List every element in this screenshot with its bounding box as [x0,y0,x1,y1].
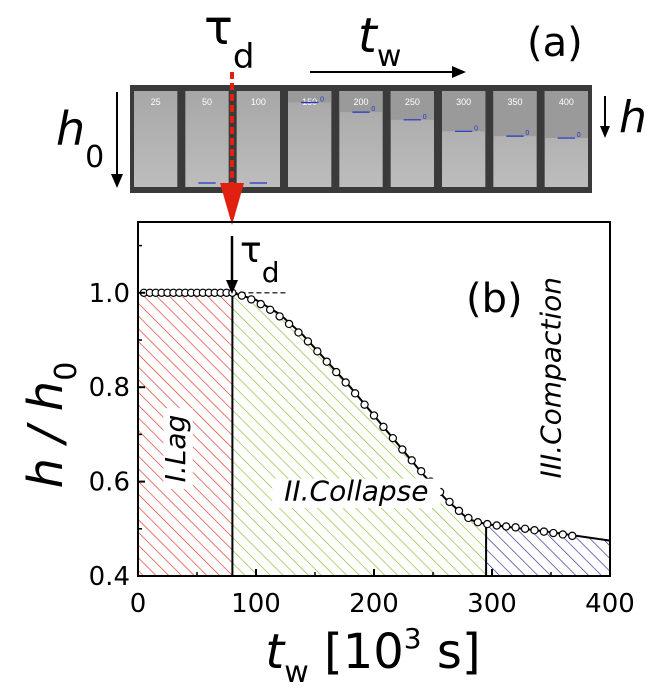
region-label-3: III.Compaction [534,271,569,484]
region-label-text: III.Compaction [534,277,567,479]
x-tick-label: 200 [349,589,399,619]
data-point [360,400,369,409]
data-point [407,456,416,465]
data-point [520,524,530,534]
x-tick-label: 400 [585,589,635,619]
data-point [568,531,577,541]
y-tick-label: 0.8 [89,373,130,403]
data-point [539,527,549,536]
height-marker-label: 0 [525,130,529,137]
height-marker-label: 0 [423,114,427,121]
data-point [511,523,520,532]
region-label-bg [538,271,569,484]
region-labels: I.Lag II.Collapse III.Compaction [159,271,569,509]
panel-b: 0 100 200 300 400 0.4 0.6 0.8 1.0 I.Lag II.Colla… [18,221,635,690]
x-ticks: 0 100 200 300 400 [130,569,635,619]
data-point [332,367,341,377]
data-point [417,467,426,476]
data-point [265,305,275,314]
data-point [247,295,256,304]
h-arrow-head [600,126,610,138]
data-point [322,357,331,366]
data-point [313,347,322,356]
frame-time-label: 400 [559,97,574,107]
data-point [284,319,294,329]
frame-time-label: 300 [456,97,471,107]
data-point [558,530,568,539]
region-label-1: I.Lag [159,408,193,489]
region-label-bg [163,408,193,489]
x-axis-title: tw [103 s] [265,622,480,690]
supernatant-zone [442,91,486,132]
height-marker-label: 0 [320,97,324,104]
x-tick-label: 100 [231,589,281,619]
data-point [492,521,501,530]
data-point [549,528,558,538]
data-point [388,433,398,443]
y-ticks: 0.4 0.6 0.8 1.0 [89,244,145,592]
data-point [473,517,483,527]
tw-label: tw [358,8,401,74]
supernatant-zone [493,91,537,137]
region-label-2: II.Collapse [272,474,441,509]
data-point [483,519,492,529]
data-point [530,526,539,535]
tau-d-label-top: τd [204,0,255,77]
height-marker-label: 0 [577,132,581,139]
data-point [275,312,284,321]
x-tick-label: 0 [130,589,147,619]
frame-time-label: 50 [202,97,212,107]
data-point [350,389,360,398]
region-label-text: II.Collapse [284,474,428,507]
data-point [256,299,265,309]
frame-time-label: 100 [251,97,266,107]
data-point [369,411,379,420]
supernatant-zone [288,91,332,103]
sample-frame [288,91,332,187]
height-marker-label: 0 [371,106,375,113]
sample-frame [185,91,229,187]
h0-label: h0 [56,102,104,175]
panel-a-label: (a) [527,20,583,66]
panel-b-label: (b) [466,276,523,322]
sample-frame [236,91,280,187]
region-label-bg [272,478,441,509]
frame-time-label: 250 [405,97,420,107]
supernatant-zone [544,91,588,139]
data-point [294,328,303,337]
y-tick-label: 1.0 [89,279,130,309]
sample-frame [134,91,178,187]
data-point [445,497,454,507]
tau-d-arrow-head [220,183,244,225]
frame-time-label: 350 [507,97,522,107]
tau-d-arrow-b-head [226,280,238,294]
supernatant-zone [339,91,383,113]
data-point [303,337,313,346]
h-label: h [619,92,647,143]
region-2-fill [232,292,487,576]
frame-time-label: 25 [151,97,161,107]
data-point [341,378,350,387]
data-point [398,445,407,454]
y-axis-title: h / h0 [18,362,84,489]
supernatant-zone [390,91,434,120]
tw-arrow-head [452,66,466,78]
data-point [454,506,464,516]
frame-time-label: 200 [353,97,368,107]
y-tick-label: 0.6 [89,468,130,498]
region-label-text: I.Lag [159,415,192,483]
h0-arrow-head [111,174,123,188]
data-point [379,422,388,432]
x-tick-label: 300 [467,589,517,619]
height-marker-label: 0 [474,125,478,132]
data-point [237,291,247,300]
data-point [501,522,511,531]
y-tick-label: 0.4 [89,562,130,592]
tau-d-label-b: τd [240,230,279,289]
data-point [464,513,473,523]
